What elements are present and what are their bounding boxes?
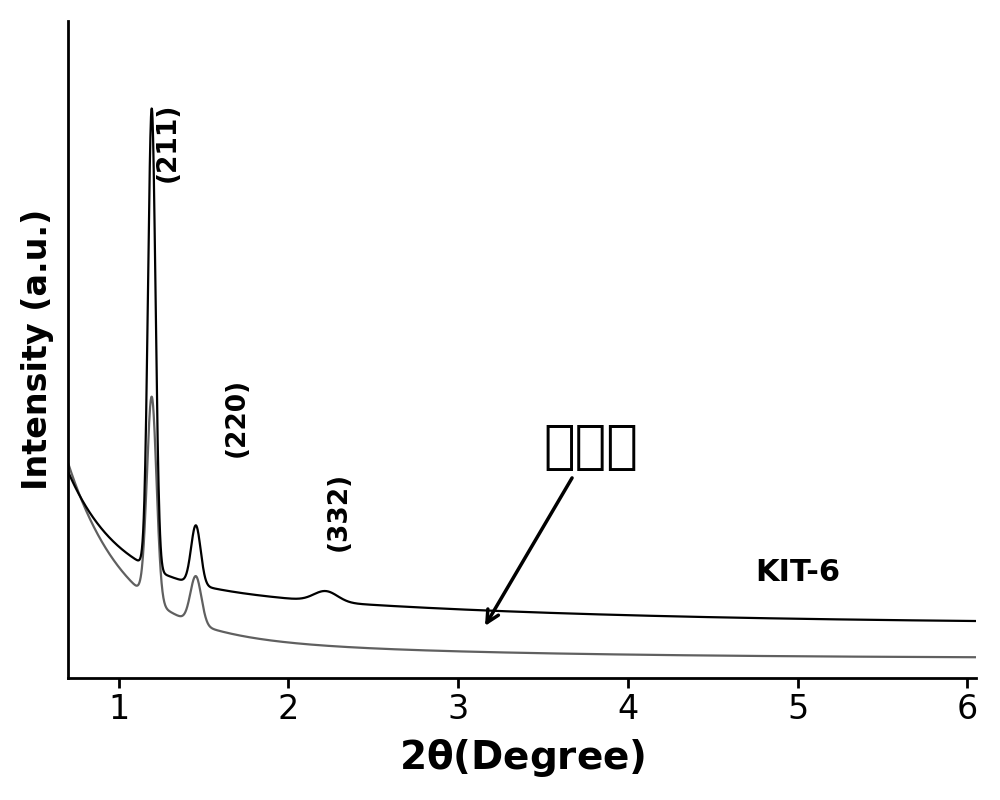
Text: (211): (211) bbox=[154, 102, 180, 182]
Text: (332): (332) bbox=[326, 472, 352, 551]
Text: KIT-6: KIT-6 bbox=[755, 558, 840, 587]
X-axis label: $\mathbf{2\theta}$$\mathbf{(Degree)}$: $\mathbf{2\theta}$$\mathbf{(Degree)}$ bbox=[399, 737, 645, 779]
Text: 实施例: 实施例 bbox=[487, 421, 638, 622]
Text: (220): (220) bbox=[224, 378, 250, 457]
Y-axis label: Intensity (a.u.): Intensity (a.u.) bbox=[21, 209, 54, 490]
